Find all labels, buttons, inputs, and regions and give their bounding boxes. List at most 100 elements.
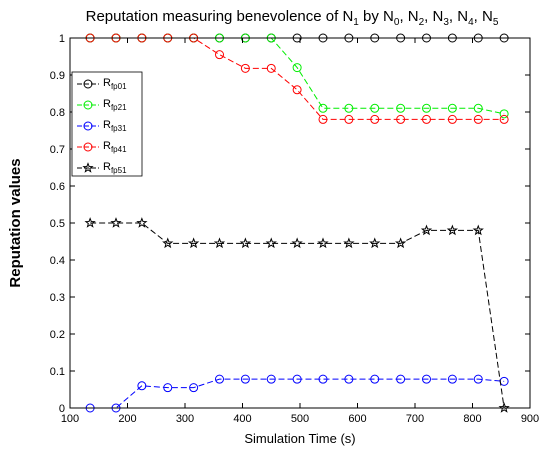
data-point — [318, 374, 328, 384]
chart-title-part: , N — [449, 8, 468, 25]
legend-label: Rfp41 — [103, 140, 127, 154]
x-tick-label: 600 — [348, 413, 366, 425]
data-point — [394, 237, 407, 249]
x-tick-label: 900 — [521, 413, 539, 425]
data-point — [239, 237, 252, 249]
data-point — [213, 237, 226, 249]
series-fp51 — [84, 217, 510, 413]
data-point — [240, 374, 250, 384]
data-point — [292, 63, 302, 73]
data-point — [344, 114, 354, 124]
data-point — [318, 103, 328, 113]
y-tick-label: 0.3 — [50, 292, 65, 304]
data-point — [240, 63, 250, 73]
data-point — [344, 103, 354, 113]
data-point — [370, 114, 380, 124]
data-point — [187, 237, 200, 249]
x-tick-label: 100 — [61, 413, 79, 425]
data-point — [318, 114, 328, 124]
data-point — [317, 237, 329, 249]
x-axis-ticks: 100 200 300 400 500 600 700 800 900 — [61, 38, 539, 425]
y-axis-ticks: 0 0.1 0.2 0.3 0.4 0.5 0.6 0.7 0.8 0.9 1 — [50, 33, 530, 415]
y-axis-label: Reputation values — [7, 158, 24, 287]
data-point — [162, 237, 174, 249]
y-tick-label: 0.4 — [50, 255, 65, 267]
legend-label: Rfp31 — [103, 119, 127, 133]
chart-title-part: 2 — [419, 17, 425, 28]
legend-entry: Rfp21 — [77, 98, 127, 112]
y-tick-label: 0.9 — [50, 70, 65, 82]
data-point — [422, 114, 431, 124]
data-point — [472, 224, 484, 236]
series-line — [90, 222, 505, 409]
data-point — [189, 383, 199, 393]
legend-swatch-marker — [82, 162, 94, 173]
data-point — [344, 374, 354, 384]
y-tick-label: 0 — [59, 403, 65, 415]
legend-swatch-marker — [83, 142, 93, 152]
legend-label: Rfp01 — [103, 77, 127, 91]
data-point — [473, 374, 483, 384]
x-tick-label: 300 — [176, 413, 194, 425]
data-point — [447, 374, 457, 384]
y-tick-label: 0.8 — [50, 107, 65, 119]
legend-entry: Rfp51 — [77, 161, 127, 175]
data-point — [137, 381, 147, 391]
chart-title-part: by N — [359, 8, 394, 25]
x-tick-label: 800 — [463, 413, 481, 425]
data-point — [498, 402, 510, 413]
legend-swatch-marker — [83, 100, 93, 110]
x-axis-label: Simulation Time (s) — [244, 431, 355, 446]
chart-title-part: 1 — [353, 17, 359, 28]
data-point — [265, 237, 277, 249]
chart-title-part: 4 — [468, 17, 474, 28]
y-tick-label: 0.2 — [50, 329, 65, 341]
data-point — [422, 374, 431, 384]
data-point — [369, 237, 381, 249]
data-point — [163, 383, 173, 393]
data-point — [292, 85, 302, 95]
data-point — [291, 237, 303, 249]
chart-title-part: 0 — [394, 17, 400, 28]
data-point — [370, 374, 380, 384]
data-point — [292, 374, 302, 384]
chart-title-part: Reputation measuring benevolence of N — [86, 8, 354, 25]
chart-title: Reputation measuring benevolence of N1 b… — [86, 8, 499, 28]
chart-title-part: , N — [424, 8, 443, 25]
legend-entry: Rfp41 — [77, 140, 127, 154]
x-tick-label: 400 — [233, 413, 251, 425]
data-point — [136, 217, 148, 228]
y-tick-label: 0.6 — [50, 181, 65, 193]
data-point — [473, 114, 483, 124]
legend-swatch-marker — [83, 121, 93, 131]
data-point — [215, 374, 224, 384]
x-tick-label: 700 — [406, 413, 424, 425]
data-point — [110, 217, 122, 228]
data-point — [343, 237, 355, 249]
data-point — [473, 103, 483, 113]
data-point — [446, 224, 459, 236]
data-point — [266, 63, 276, 73]
data-point — [370, 103, 380, 113]
legend-label: Rfp51 — [103, 161, 127, 175]
data-point — [420, 224, 433, 236]
legend-swatch-marker — [83, 79, 93, 89]
data-point — [396, 103, 406, 113]
data-point — [396, 114, 406, 124]
y-tick-label: 0.1 — [50, 366, 65, 378]
legend-entry: Rfp31 — [77, 119, 127, 133]
y-tick-label: 0.7 — [50, 144, 65, 156]
plot-area — [70, 38, 530, 408]
data-point — [215, 50, 224, 60]
data-point — [266, 374, 276, 384]
data-point — [499, 114, 509, 124]
y-tick-label: 1 — [59, 33, 65, 45]
chart-title-part: 3 — [443, 17, 449, 28]
data-point — [499, 109, 509, 119]
x-tick-label: 200 — [118, 413, 136, 425]
chart-title-part: , N — [474, 8, 493, 25]
legend-box — [71, 71, 143, 177]
chart-title-part: 5 — [493, 17, 499, 28]
data-point — [84, 217, 96, 228]
